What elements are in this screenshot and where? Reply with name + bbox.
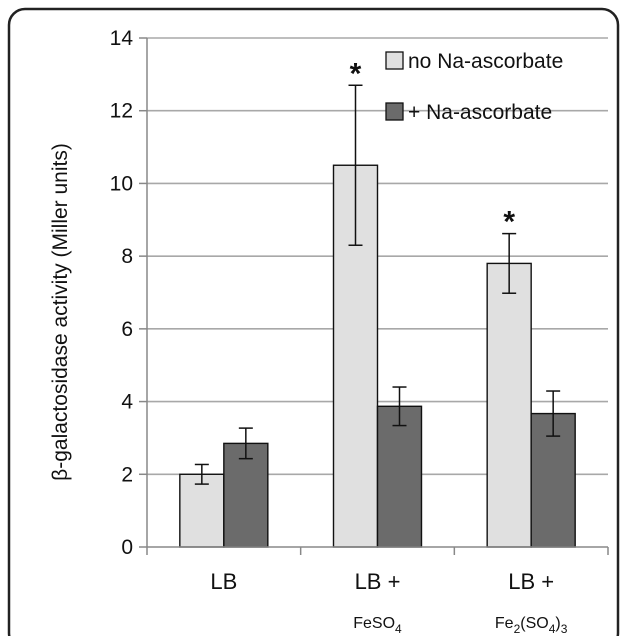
- x-category-label: LB +: [508, 569, 554, 594]
- legend: no Na-ascorbate + Na-ascorbate: [385, 50, 563, 124]
- bars: **: [179, 57, 576, 548]
- y-tick-label: 2: [121, 463, 133, 486]
- y-tick-label: 4: [121, 391, 133, 414]
- y-tick-label: 6: [121, 318, 133, 341]
- significance-marker: *: [350, 57, 362, 90]
- x-category-label: LB +: [355, 569, 401, 594]
- y-axis-title: β-galactosidase activity (Miller units): [49, 143, 72, 481]
- legend-label: no Na-ascorbate: [408, 50, 563, 73]
- bar: [223, 442, 269, 548]
- bar: [376, 405, 423, 548]
- x-category-sublabel: FeSO4​: [353, 615, 402, 636]
- legend-swatch: [385, 102, 404, 121]
- y-tick-label: 10: [110, 172, 133, 195]
- x-category-sublabel: Fe2​(SO4​)3​: [495, 615, 568, 636]
- y-tick-label: 0: [121, 536, 133, 559]
- legend-swatch: [385, 51, 404, 70]
- bar: [179, 473, 225, 548]
- bar: [486, 262, 532, 548]
- axes: 0 2 4 6 8 10 12 14 LB LB + FeSO4​ LB + Fe2​(SO4​)3​: [110, 27, 609, 636]
- y-tick-label: 8: [121, 245, 133, 268]
- x-category-label: LB: [210, 569, 237, 594]
- legend-label: + Na-ascorbate: [408, 101, 552, 124]
- y-tick-label: 14: [110, 27, 134, 50]
- chart-border: [7, 7, 620, 641]
- significance-marker: *: [503, 206, 515, 239]
- y-tick-label: 12: [110, 100, 133, 123]
